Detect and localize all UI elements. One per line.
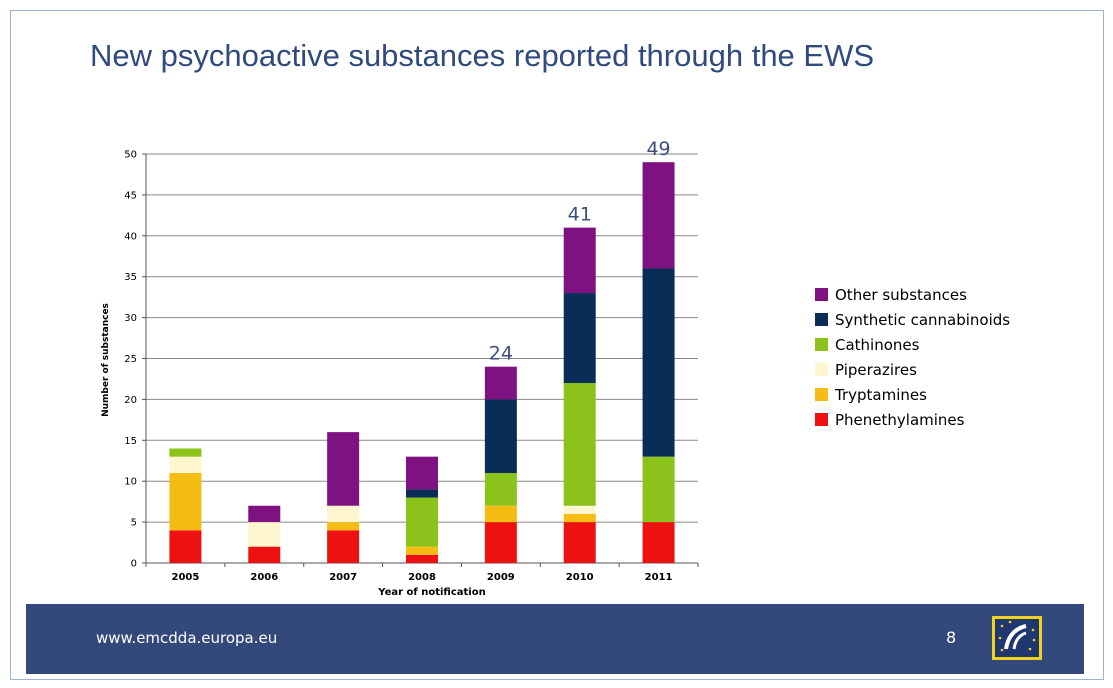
bar-segment [642, 162, 675, 269]
emcdda-logo-icon [992, 616, 1042, 660]
legend-swatch [815, 338, 828, 351]
bar-segment [484, 505, 517, 523]
bar-segment [406, 546, 438, 555]
bar-segment [642, 268, 675, 457]
y-tick-label: 50 [124, 150, 137, 161]
slide-frame [10, 10, 1104, 680]
bar-segment [327, 530, 360, 563]
legend-label: Other substances [835, 285, 967, 304]
bar-segment [484, 366, 517, 400]
legend-item: Piperazires [815, 357, 1010, 382]
bar-segment [563, 383, 596, 506]
y-tick-label: 10 [124, 477, 137, 488]
bar-segment [406, 554, 438, 563]
x-axis-title: Year of notification [377, 587, 485, 598]
bar-segment [563, 227, 596, 294]
bar-segment [327, 432, 360, 506]
x-tick-label: 2005 [172, 572, 200, 583]
bar-segment [169, 456, 202, 474]
chart-legend: Other substances Synthetic cannabinoids Ca… [815, 282, 1010, 432]
legend-swatch [815, 288, 828, 301]
slide-footer: www.emcdda.europa.eu 8 [26, 604, 1084, 674]
bar-segment [563, 522, 596, 563]
bar-segment [563, 505, 596, 514]
y-tick-label: 35 [124, 272, 137, 283]
bar-segment [169, 473, 202, 531]
y-tick-label: 40 [124, 231, 137, 242]
x-tick-label: 2006 [250, 572, 278, 583]
legend-swatch [815, 313, 828, 326]
bar-segment [248, 546, 281, 563]
y-axis-title: Number of substances [101, 303, 111, 417]
x-tick-label: 2007 [329, 572, 357, 583]
legend-item: Synthetic cannabinoids [815, 307, 1010, 332]
bar-segment [484, 473, 517, 506]
bar-segment [406, 497, 438, 547]
y-tick-label: 25 [124, 354, 137, 365]
bar-segment [406, 456, 438, 490]
bar-total-label: 49 [646, 138, 670, 160]
legend-swatch [815, 388, 828, 401]
bar-segment [406, 489, 438, 498]
legend-item: Other substances [815, 282, 1010, 307]
bar-segment [248, 505, 281, 523]
legend-label: Tryptamines [835, 385, 927, 404]
x-tick-label: 2008 [408, 572, 436, 583]
bar-total-label: 41 [568, 204, 592, 226]
footer-url: www.emcdda.europa.eu [96, 629, 278, 647]
bar-segment [563, 513, 596, 523]
bar-total-label: 24 [489, 343, 513, 365]
legend-swatch [815, 363, 828, 376]
y-tick-label: 30 [124, 313, 137, 324]
bar-segment [169, 448, 202, 457]
slide-title: New psychoactive substances reported thr… [90, 38, 875, 73]
legend-swatch [815, 413, 828, 426]
bar-segment [484, 399, 517, 474]
bar-segment [642, 522, 675, 563]
legend-label: Piperazires [835, 360, 917, 379]
bar-segment [248, 522, 281, 547]
x-tick-label: 2009 [487, 572, 515, 583]
y-tick-label: 45 [124, 190, 137, 201]
bar-segment [327, 505, 360, 523]
y-tick-label: 5 [131, 518, 137, 529]
legend-label: Cathinones [835, 335, 920, 354]
y-tick-label: 20 [124, 395, 137, 406]
y-tick-label: 15 [124, 436, 137, 447]
y-tick-label: 0 [131, 559, 137, 570]
bar-segment [642, 456, 675, 523]
bar-segment [563, 293, 596, 384]
page-number: 8 [946, 628, 957, 647]
legend-label: Synthetic cannabinoids [835, 310, 1011, 329]
legend-item: Tryptamines [815, 382, 1010, 407]
x-tick-label: 2010 [566, 572, 594, 583]
legend-label: Phenethylamines [835, 410, 965, 429]
bar-segment [484, 522, 517, 563]
x-tick-label: 2011 [645, 572, 673, 583]
legend-item: Phenethylamines [815, 407, 1010, 432]
legend-item: Cathinones [815, 332, 1010, 357]
bar-segment [327, 522, 360, 531]
bar-segment [169, 530, 202, 563]
